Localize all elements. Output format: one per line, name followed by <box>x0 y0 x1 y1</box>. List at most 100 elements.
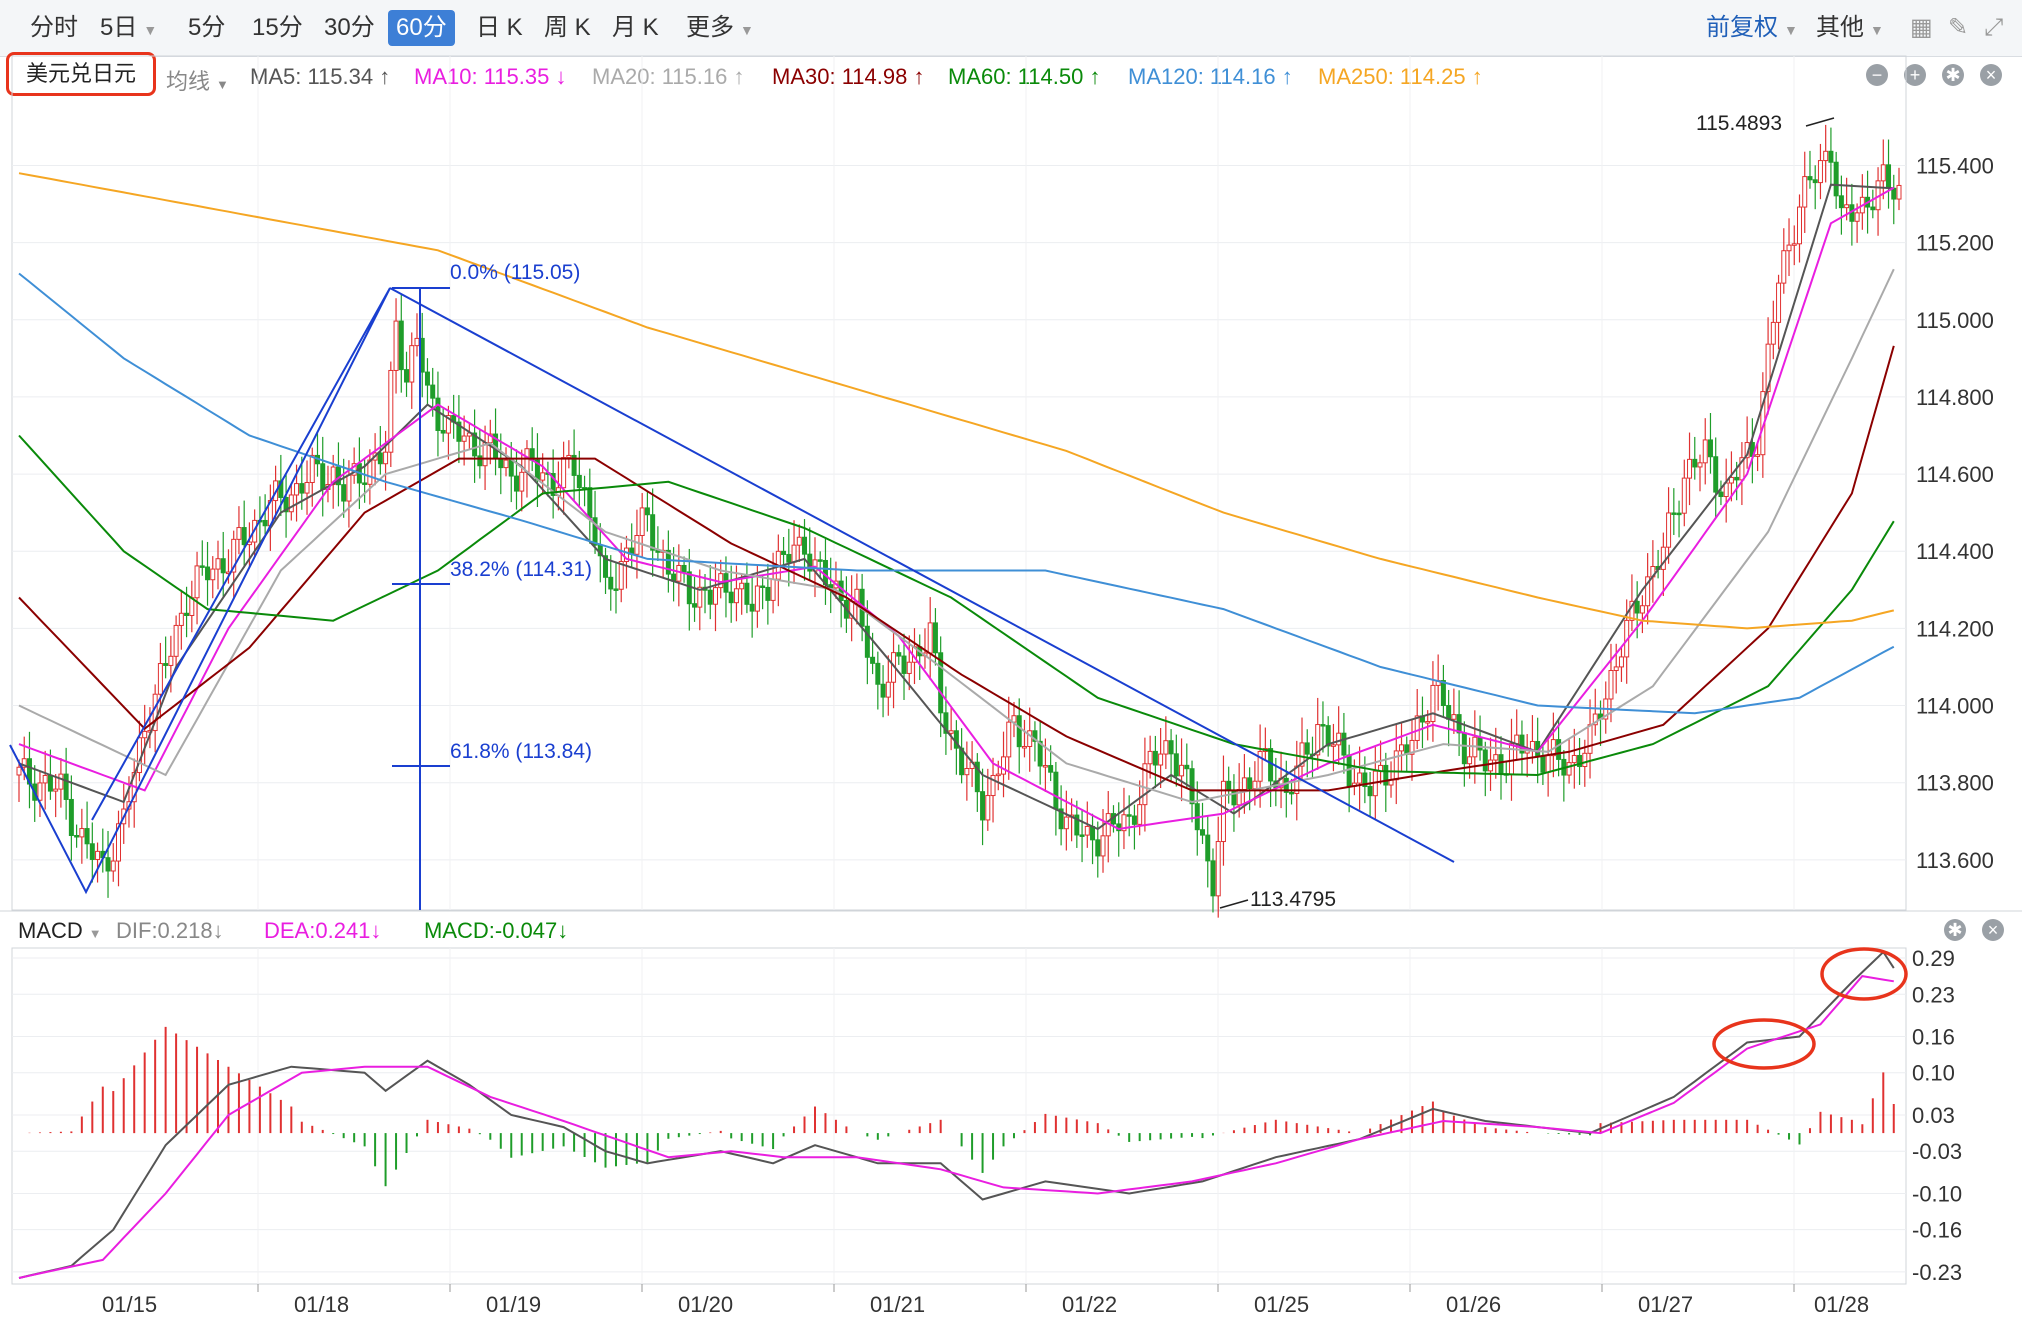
candle-body <box>325 484 331 490</box>
candle-body <box>199 565 205 568</box>
macd-selector[interactable]: MACD ▼ <box>18 918 102 944</box>
candle-body <box>791 544 797 563</box>
candle-body <box>922 652 928 657</box>
tab-5min[interactable]: 5分 <box>188 14 226 41</box>
fibonacci-tool: 0.0% (115.05) 38.2% (114.31) 61.8% (113.… <box>9 261 1455 910</box>
time-tick-label: 01/22 <box>1062 1292 1117 1317</box>
candle-body <box>885 681 891 698</box>
candle-body <box>1184 764 1190 770</box>
candle-body <box>1011 715 1017 723</box>
plus-icon[interactable]: + <box>1904 64 1926 86</box>
candle-body <box>1838 195 1844 209</box>
candle-body <box>1084 825 1090 836</box>
candle-body <box>665 549 671 575</box>
candle-body <box>225 571 231 575</box>
candle-body <box>1069 814 1075 818</box>
time-tick-label: 01/18 <box>294 1292 349 1317</box>
price-tick-label: 114.000 <box>1916 694 1994 719</box>
time-axis: 01/15 01/18 01/19 01/20 01/21 01/22 01/25 01/26… <box>102 1284 1869 1317</box>
candle-body <box>1399 744 1405 752</box>
candle-body <box>932 622 938 654</box>
candle-body <box>173 624 179 657</box>
candle-body <box>744 582 750 605</box>
candle-body <box>1226 780 1232 792</box>
other-dropdown[interactable]: 其他 ▼ <box>1808 10 1892 46</box>
candle-body <box>686 571 692 605</box>
adjust-dropdown[interactable]: 前复权 ▼ <box>1698 10 1806 46</box>
candle-body <box>404 369 410 383</box>
candle-body <box>817 559 823 562</box>
candle-body <box>1173 753 1179 777</box>
candle-body <box>1435 680 1441 686</box>
candle-body <box>822 559 828 586</box>
candle-body <box>582 487 588 490</box>
fullscreen-icon[interactable]: ⤢ <box>1984 14 2004 41</box>
candle-body <box>1755 454 1761 457</box>
candle-body <box>147 730 153 733</box>
candle-body <box>1425 721 1431 724</box>
tab-30min[interactable]: 30分 <box>324 14 375 41</box>
candle-body <box>351 463 357 476</box>
tab-15min[interactable]: 15分 <box>252 14 303 41</box>
candle-body <box>1158 753 1164 766</box>
candle-body <box>1823 150 1829 162</box>
candle-body <box>1006 721 1012 758</box>
candle-body <box>1451 714 1457 720</box>
tab-weekly-k[interactable]: 周 K <box>544 14 591 41</box>
grid-icon[interactable]: ▦ <box>1910 14 1933 41</box>
candle-body <box>1776 282 1782 323</box>
candle-body <box>1357 772 1363 784</box>
close-icon[interactable]: × <box>1980 64 2002 86</box>
macd-tick-label: 0.03 <box>1912 1103 1955 1128</box>
tab-more[interactable]: 更多 ▼ <box>678 10 762 46</box>
gear-icon[interactable]: ✱ <box>1944 919 1966 941</box>
candle-body <box>1446 705 1452 720</box>
symbol-label[interactable]: 美元兑日元 <box>6 52 156 96</box>
dea-line <box>18 975 1894 1279</box>
candle-body <box>566 454 572 459</box>
tab-monthly-k[interactable]: 月 K <box>612 14 659 41</box>
candle-body <box>398 320 404 371</box>
candle-body <box>1812 179 1818 184</box>
candle-body <box>409 345 415 383</box>
gear-icon[interactable]: ✱ <box>1942 64 1964 86</box>
candle-body <box>644 507 650 516</box>
ma-selector[interactable]: 均线 ▼ <box>166 64 229 96</box>
candle-body <box>1074 814 1080 836</box>
candle-body <box>1859 196 1865 214</box>
candle-body <box>393 320 399 371</box>
candle-body <box>681 564 687 573</box>
candle-body <box>534 459 540 481</box>
candle-body <box>1624 619 1630 658</box>
tab-60min[interactable]: 60分 <box>388 10 455 46</box>
candle-body <box>435 397 441 431</box>
close-icon[interactable]: × <box>1982 919 2004 941</box>
candle-body <box>1645 576 1651 607</box>
candle-body <box>1603 698 1609 720</box>
candle-body <box>1126 814 1132 817</box>
candle-body <box>576 474 582 489</box>
tab-daily-k[interactable]: 日 K <box>476 14 523 41</box>
candle-body <box>1063 816 1069 830</box>
ma10-value: MA10: 115.35 ↓ <box>414 64 567 89</box>
candlesticks <box>16 124 1902 918</box>
candle-body <box>875 662 881 685</box>
pen-icon[interactable]: ✎ <box>1948 14 1969 41</box>
minus-icon[interactable]: − <box>1866 64 1888 86</box>
candle-body <box>472 432 478 457</box>
candle-body <box>414 337 420 347</box>
candle-body <box>676 564 682 582</box>
candle-body <box>84 828 90 845</box>
candle-body <box>974 761 980 793</box>
tab-5day[interactable]: 5日 ▼ <box>92 10 165 46</box>
candle-body <box>571 454 577 476</box>
candle-body <box>765 586 771 601</box>
candle-body <box>1854 212 1860 222</box>
candle-body <box>1299 742 1305 767</box>
price-tick-label: 114.800 <box>1916 385 1994 410</box>
price-tick-label: 114.200 <box>1916 616 1994 641</box>
candle-body <box>754 585 760 612</box>
candle-body <box>1330 744 1336 747</box>
tab-intraday[interactable]: 分时 <box>30 14 78 41</box>
chevron-down-icon: ▼ <box>1870 22 1884 38</box>
